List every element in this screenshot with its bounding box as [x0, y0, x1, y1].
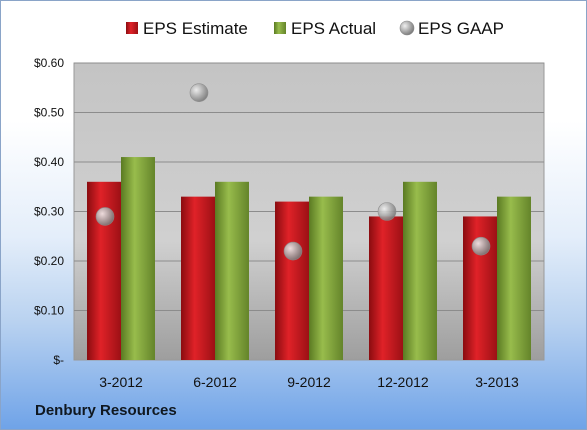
legend-label: EPS GAAP: [418, 19, 504, 38]
legend-swatch: [399, 20, 415, 36]
bar-eps-actual: [309, 196, 343, 360]
point-eps-gaap: [189, 83, 209, 102]
point-eps-gaap: [95, 207, 115, 226]
y-tick-label: $0.60: [34, 56, 64, 70]
bar-eps-estimate: [275, 201, 309, 360]
bar-eps-actual: [121, 157, 155, 360]
x-axis: 3-2012 6-2012 9-2012 12-2012 3-2013: [99, 374, 519, 390]
legend: EPS Estimate EPS Actual EPS GAAP: [126, 19, 504, 38]
legend-label: EPS Actual: [291, 19, 376, 38]
bar-eps-estimate: [369, 216, 403, 360]
gaap-points: [95, 83, 491, 261]
point-eps-gaap: [377, 202, 397, 221]
bars: [87, 157, 531, 360]
y-tick-label: $-: [53, 353, 64, 367]
legend-swatch: [126, 22, 138, 34]
legend-label: EPS Estimate: [143, 19, 248, 38]
point-eps-gaap: [471, 236, 491, 256]
company-name: Denbury Resources: [35, 402, 177, 419]
y-axis: $- $0.10 $0.20 $0.30 $0.40 $0.50 $0.60: [34, 56, 64, 367]
x-tick-label: 9-2012: [287, 374, 331, 390]
y-tick-label: $0.20: [34, 254, 64, 268]
x-tick-label: 3-2013: [475, 374, 519, 390]
bar-eps-actual: [497, 196, 531, 360]
bar-eps-estimate: [181, 196, 215, 360]
legend-swatch: [274, 22, 286, 34]
x-tick-label: 12-2012: [377, 374, 429, 390]
y-tick-label: $0.40: [34, 155, 64, 169]
x-tick-label: 3-2012: [99, 374, 143, 390]
x-tick-label: 6-2012: [193, 374, 237, 390]
y-tick-label: $0.30: [34, 205, 64, 219]
y-tick-label: $0.10: [34, 304, 64, 318]
point-eps-gaap: [283, 241, 303, 261]
bar-eps-actual: [215, 181, 249, 360]
y-tick-label: $0.50: [34, 106, 64, 120]
bar-eps-actual: [403, 181, 437, 360]
